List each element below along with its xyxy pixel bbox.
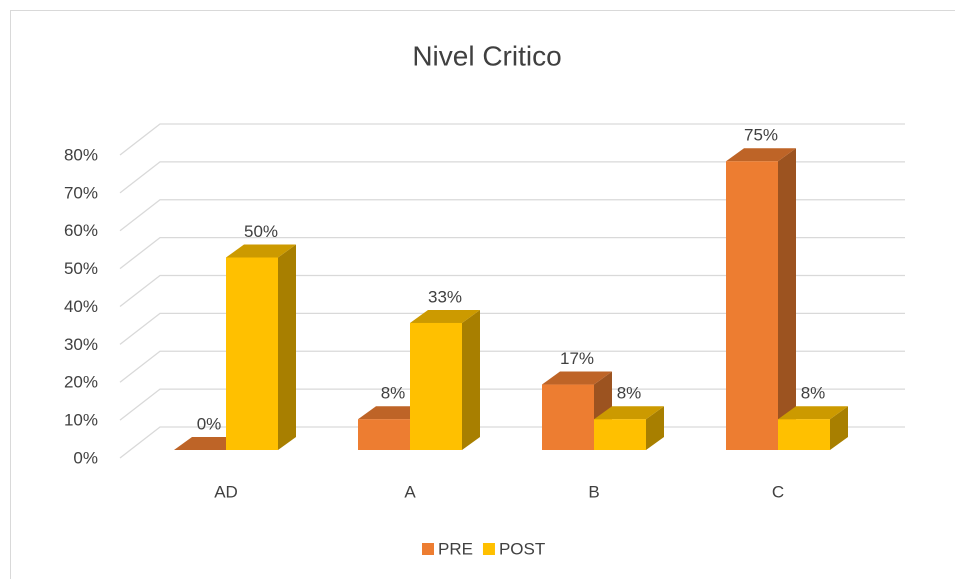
grid-line <box>119 312 905 345</box>
bar-top <box>594 406 664 420</box>
bar <box>778 419 830 450</box>
bar <box>542 384 594 450</box>
bar <box>226 257 278 450</box>
chart-title: Nivel Critico <box>412 40 561 71</box>
grid-line <box>119 161 905 194</box>
y-tick-label: 20% <box>64 373 98 392</box>
data-label: 50% <box>244 222 278 241</box>
bar-side <box>830 406 848 450</box>
data-label: 0% <box>197 414 222 433</box>
y-tick-label: 80% <box>64 145 98 164</box>
bar-side <box>646 406 664 450</box>
bar-top <box>226 244 296 258</box>
bar-top <box>726 148 796 162</box>
x-tick-label: B <box>588 482 599 501</box>
data-label: 75% <box>744 126 778 145</box>
legend-label: POST <box>499 539 545 558</box>
y-tick-label: 60% <box>64 221 98 240</box>
grid-line <box>119 350 905 383</box>
x-tick-label: C <box>772 482 784 501</box>
data-label: 8% <box>801 384 826 403</box>
y-tick-label: 50% <box>64 259 98 278</box>
legend-swatch <box>422 543 434 555</box>
x-tick-label: A <box>404 482 416 501</box>
bar-side <box>278 244 296 450</box>
y-tick-label: 0% <box>73 448 98 467</box>
bar <box>358 419 410 450</box>
bar-top <box>410 309 480 323</box>
y-tick-label: 30% <box>64 335 98 354</box>
data-label: 8% <box>617 384 642 403</box>
bar-side <box>778 148 796 450</box>
grid-line <box>119 199 905 232</box>
bar <box>410 322 462 450</box>
y-tick-label: 10% <box>64 411 98 430</box>
bar-top <box>542 371 612 385</box>
y-tick-label: 40% <box>64 297 98 316</box>
data-label: 33% <box>428 287 462 306</box>
chart-border <box>10 10 955 579</box>
grid-line <box>119 123 905 156</box>
bar-side <box>462 309 480 450</box>
grid-line <box>119 236 905 270</box>
bar <box>726 161 778 450</box>
x-tick-label: AD <box>214 482 238 501</box>
bar-top <box>778 406 848 420</box>
data-label: 17% <box>560 349 594 368</box>
bar <box>594 419 646 450</box>
grid-line <box>119 274 905 308</box>
grid-line <box>119 388 905 421</box>
legend-label: PRE <box>438 539 473 558</box>
data-label: 8% <box>381 384 406 403</box>
y-tick-label: 70% <box>64 183 98 202</box>
legend-swatch <box>482 543 495 555</box>
